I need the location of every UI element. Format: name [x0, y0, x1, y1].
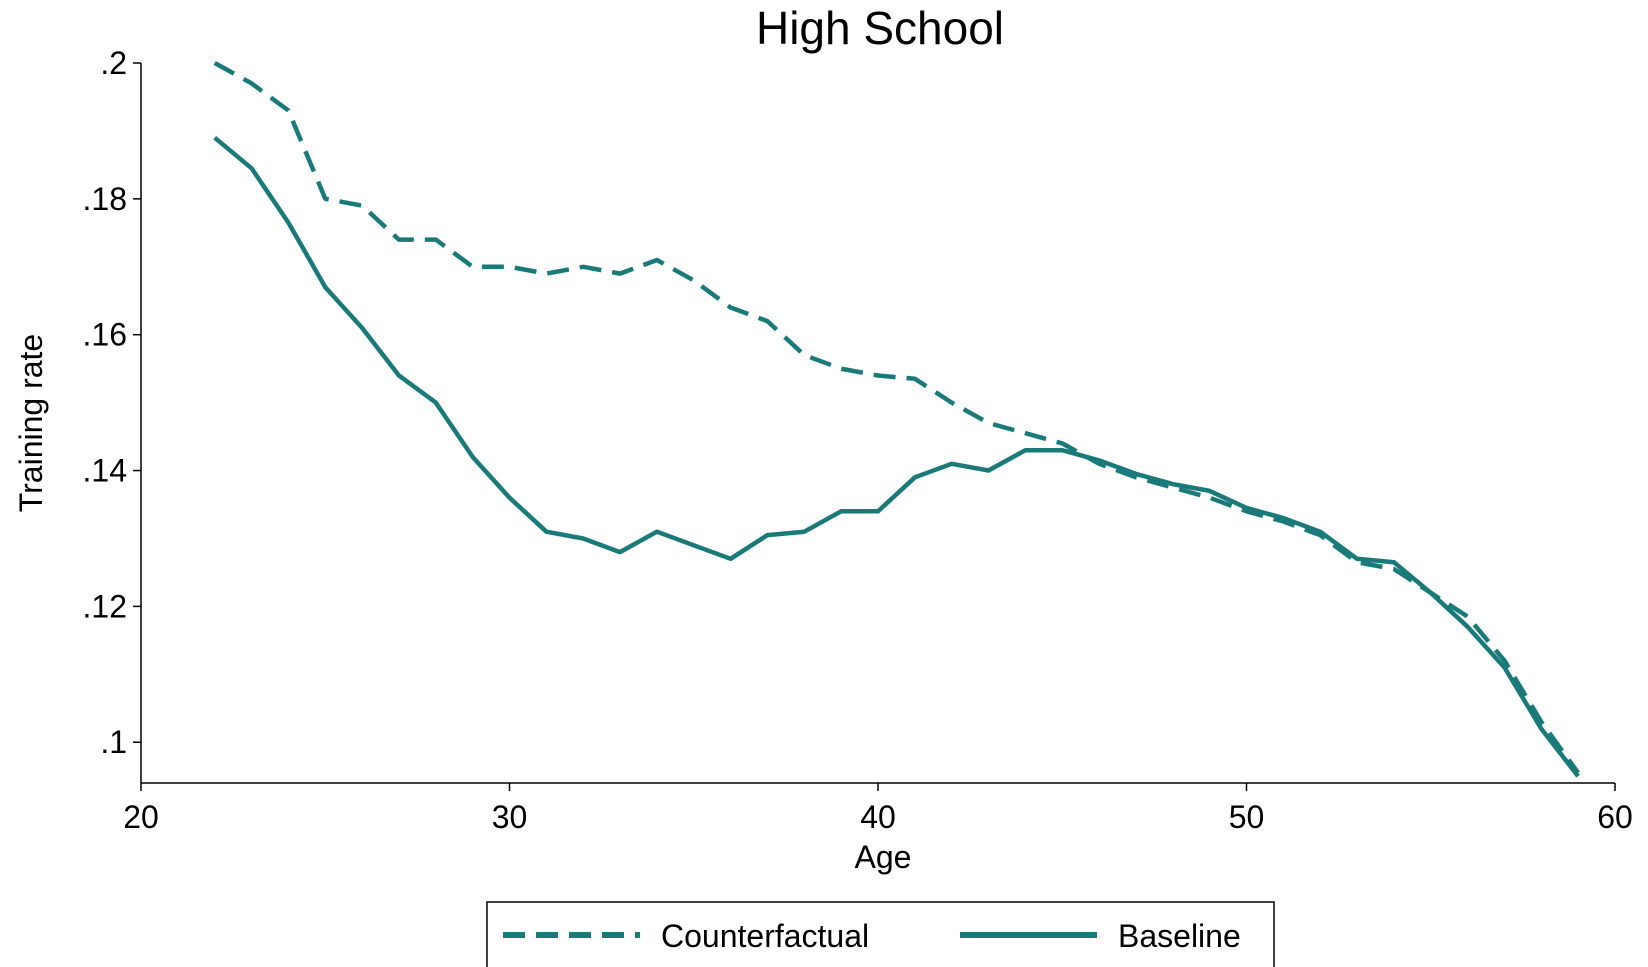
x-tick-label: 60: [1597, 799, 1633, 835]
series-layer: [213, 61, 1580, 778]
y-tick-label: .2: [100, 45, 127, 81]
series-line-counterfactual: [213, 61, 1580, 775]
axes: [140, 63, 1615, 784]
y-tick-label: .12: [83, 588, 127, 624]
legend: Counterfactual Baseline: [486, 901, 1275, 967]
y-axis-title: Training rate: [13, 334, 49, 512]
legend-label-counterfactual: Counterfactual: [661, 918, 869, 954]
y-tick-label: .14: [83, 453, 127, 489]
series-line-baseline: [213, 135, 1580, 778]
x-ticks: 20 30 40 50 60: [123, 783, 1633, 835]
legend-label-baseline: Baseline: [1118, 918, 1241, 954]
x-tick-label: 30: [492, 799, 528, 835]
y-tick-label: .18: [83, 181, 127, 217]
x-axis-title: Age: [855, 839, 912, 875]
x-tick-label: 40: [860, 799, 896, 835]
x-tick-label: 20: [123, 799, 159, 835]
chart-title: High School: [756, 2, 1004, 54]
y-ticks: .1 .12 .14 .16 .18 .2: [83, 45, 141, 760]
y-tick-label: .1: [100, 724, 127, 760]
x-tick-label: 50: [1229, 799, 1265, 835]
y-tick-label: .16: [83, 317, 127, 353]
